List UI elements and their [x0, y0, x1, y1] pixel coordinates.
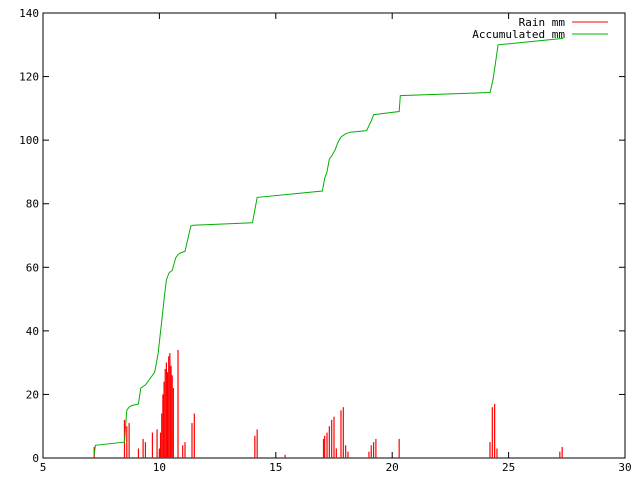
accumulated-mm-series	[93, 37, 564, 455]
y-tick-label: 120	[19, 71, 39, 84]
x-tick-label: 25	[502, 461, 515, 474]
legend-label-rain: Rain mm	[519, 16, 566, 29]
y-tick-label: 20	[26, 388, 39, 401]
x-tick-label: 5	[40, 461, 47, 474]
x-tick-label: 15	[269, 461, 282, 474]
x-tick-label: 30	[618, 461, 631, 474]
plot-frame	[42, 12, 626, 459]
y-tick-label: 0	[32, 452, 39, 465]
chart-legend: Rain mm Accumulated mm	[472, 16, 608, 41]
y-tick-label: 60	[26, 261, 39, 274]
accumulated-line	[93, 37, 564, 455]
legend-label-accumulated: Accumulated mm	[472, 28, 565, 41]
y-tick-label: 40	[26, 325, 39, 338]
y-tick-label: 80	[26, 198, 39, 211]
y-tick-label: 140	[19, 7, 39, 20]
y-tick-label: 100	[19, 134, 39, 147]
axis-ticks: 5 10 15 20 25 30 0 20 40 60 80 100 120 140	[19, 7, 632, 474]
rain-mm-series	[93, 349, 563, 458]
plot-axes	[42, 12, 626, 459]
x-tick-label: 10	[153, 461, 166, 474]
x-tick-label: 20	[386, 461, 399, 474]
